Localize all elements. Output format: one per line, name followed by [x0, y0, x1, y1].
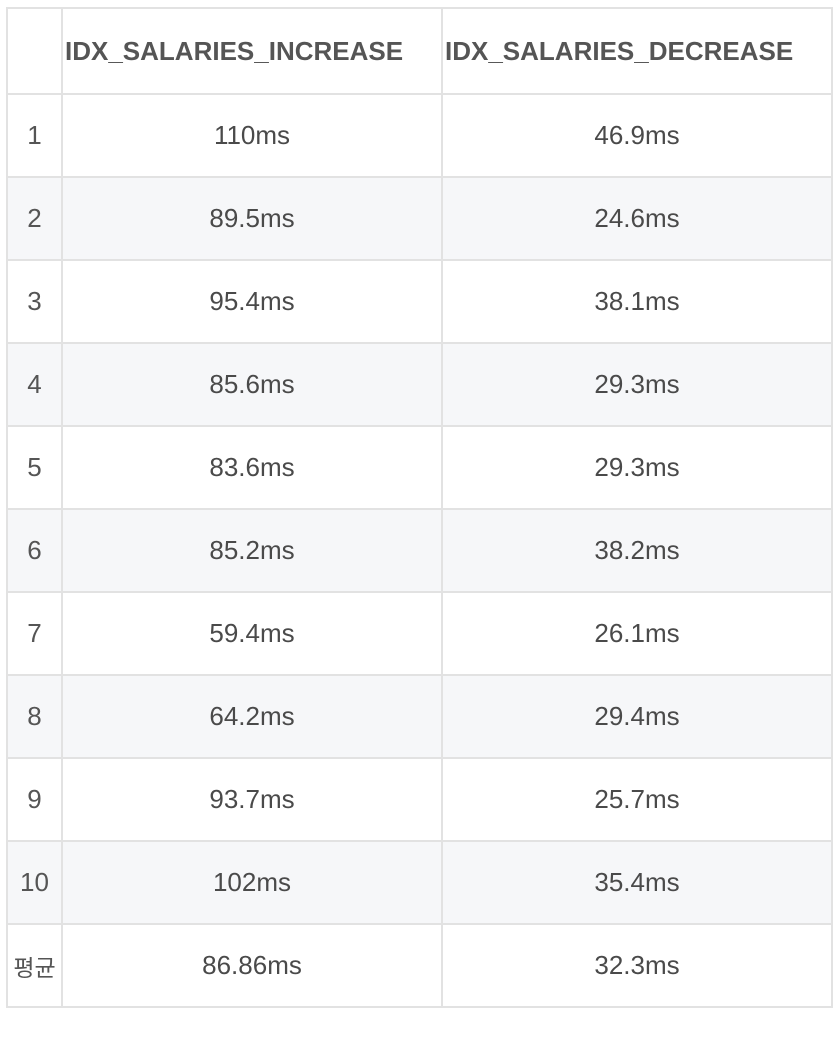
row-label: 5: [6, 425, 63, 510]
table-row: 8 64.2ms 29.4ms: [6, 674, 833, 759]
average-decrease-cell: 32.3ms: [441, 923, 833, 1008]
increase-cell: 89.5ms: [61, 176, 443, 261]
decrease-cell: 25.7ms: [441, 757, 833, 842]
row-label: 6: [6, 508, 63, 593]
header-increase: IDX_SALARIES_INCREASE: [61, 7, 443, 95]
table-row: 5 83.6ms 29.3ms: [6, 425, 833, 510]
benchmark-table: IDX_SALARIES_INCREASE IDX_SALARIES_DECRE…: [6, 7, 833, 1008]
header-decrease-label: IDX_SALARIES_DECREASE: [445, 35, 794, 66]
decrease-cell: 38.1ms: [441, 259, 833, 344]
decrease-cell: 29.3ms: [441, 425, 833, 510]
table-row: 9 93.7ms 25.7ms: [6, 757, 833, 842]
table-row: 7 59.4ms 26.1ms: [6, 591, 833, 676]
header-index: [6, 7, 63, 95]
increase-cell: 85.2ms: [61, 508, 443, 593]
table-row: 1 110ms 46.9ms: [6, 93, 833, 178]
row-label: 3: [6, 259, 63, 344]
table-row: 2 89.5ms 24.6ms: [6, 176, 833, 261]
row-label: 10: [6, 840, 63, 925]
row-label: 4: [6, 342, 63, 427]
decrease-cell: 29.4ms: [441, 674, 833, 759]
average-label: 평균: [6, 923, 63, 1008]
header-increase-label: IDX_SALARIES_INCREASE: [65, 35, 404, 66]
header-decrease: IDX_SALARIES_DECREASE: [441, 7, 833, 95]
table-body: 1 110ms 46.9ms 2 89.5ms 24.6ms 3 95.4ms …: [6, 93, 833, 1008]
row-label: 8: [6, 674, 63, 759]
increase-cell: 110ms: [61, 93, 443, 178]
decrease-cell: 29.3ms: [441, 342, 833, 427]
decrease-cell: 24.6ms: [441, 176, 833, 261]
increase-cell: 59.4ms: [61, 591, 443, 676]
average-increase-cell: 86.86ms: [61, 923, 443, 1008]
row-label: 9: [6, 757, 63, 842]
decrease-cell: 46.9ms: [441, 93, 833, 178]
row-label: 1: [6, 93, 63, 178]
decrease-cell: 26.1ms: [441, 591, 833, 676]
table-row: 3 95.4ms 38.1ms: [6, 259, 833, 344]
increase-cell: 102ms: [61, 840, 443, 925]
table-row: 6 85.2ms 38.2ms: [6, 508, 833, 593]
table-row: 4 85.6ms 29.3ms: [6, 342, 833, 427]
increase-cell: 64.2ms: [61, 674, 443, 759]
table-row: 10 102ms 35.4ms: [6, 840, 833, 925]
table-header: IDX_SALARIES_INCREASE IDX_SALARIES_DECRE…: [6, 7, 833, 95]
benchmark-table-container: IDX_SALARIES_INCREASE IDX_SALARIES_DECRE…: [6, 7, 833, 1008]
decrease-cell: 38.2ms: [441, 508, 833, 593]
header-row: IDX_SALARIES_INCREASE IDX_SALARIES_DECRE…: [6, 7, 833, 95]
increase-cell: 83.6ms: [61, 425, 443, 510]
increase-cell: 93.7ms: [61, 757, 443, 842]
increase-cell: 95.4ms: [61, 259, 443, 344]
average-row: 평균 86.86ms 32.3ms: [6, 923, 833, 1008]
decrease-cell: 35.4ms: [441, 840, 833, 925]
row-label: 7: [6, 591, 63, 676]
row-label: 2: [6, 176, 63, 261]
increase-cell: 85.6ms: [61, 342, 443, 427]
